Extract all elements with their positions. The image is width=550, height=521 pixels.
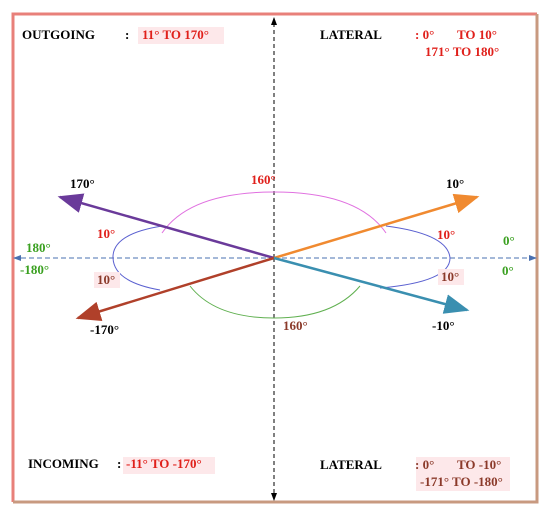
range: 171° TO 180° — [425, 44, 499, 59]
range: 11° TO 170° — [142, 27, 209, 42]
angle-label: 160° — [251, 172, 276, 187]
angle-label: 10° — [97, 272, 115, 287]
angle-label: 10° — [441, 269, 459, 284]
highlight — [94, 272, 120, 288]
arrow-minus-170 — [75, 256, 275, 321]
highlight — [123, 457, 215, 474]
range: : 0° — [415, 457, 434, 472]
quadrant-title: LATERAL — [320, 27, 382, 42]
range: TO -10° — [457, 457, 501, 472]
frame — [13, 14, 539, 504]
arrow-170 — [57, 193, 275, 260]
arrow-minus-10 — [273, 256, 470, 314]
lower-arc — [189, 285, 361, 319]
range: -171° TO -180° — [420, 474, 503, 489]
angle-label: -170° — [90, 322, 119, 337]
range: -11° TO -170° — [126, 456, 202, 471]
angle-label: 0° — [503, 233, 515, 248]
highlight — [416, 457, 510, 491]
right-loop — [379, 225, 451, 289]
highlight — [438, 269, 464, 285]
colon: : — [125, 27, 129, 42]
range: TO 10° — [457, 27, 497, 42]
angle-label: 10° — [446, 176, 464, 191]
angle-label: 180° — [26, 240, 51, 255]
highlight — [138, 27, 224, 44]
angle-label: 10° — [97, 226, 115, 241]
left-loop — [112, 225, 163, 291]
angle-label: -180° — [20, 262, 49, 277]
frame — [11, 12, 537, 502]
angle-label: 170° — [70, 176, 95, 191]
range: : 0° — [415, 27, 434, 42]
angle-label: 0° — [502, 263, 514, 278]
angle-label: -10° — [432, 318, 455, 333]
quadrant-title: LATERAL — [320, 457, 382, 472]
angle-label: 10° — [437, 227, 455, 242]
quadrant-title: INCOMING — [28, 456, 99, 471]
quadrant-title: OUTGOING — [22, 27, 95, 42]
colon: : — [117, 456, 121, 471]
arrow-10 — [273, 193, 480, 260]
angle-label: 160° — [283, 318, 308, 333]
upper-arc — [161, 191, 387, 234]
